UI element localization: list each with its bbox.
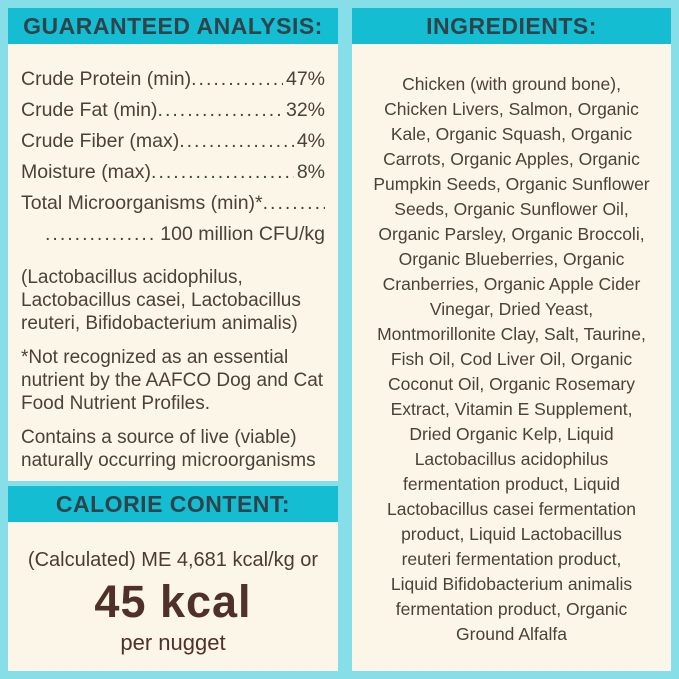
dot-leader: ........................................… [151, 161, 294, 183]
calorie-calculated-line: (Calculated) ME 4,681 kcal/kg or [27, 549, 319, 571]
ingredients-header: INGREDIENTS: [352, 8, 671, 44]
ingredients-line: Coconut Oil, Organic Rosemary [387, 374, 636, 394]
ingredients-line: Chicken Livers, Salmon, Organic [384, 99, 639, 119]
guaranteed-analysis-header: GUARANTEED ANALYSIS: [8, 8, 338, 44]
calorie-content-panel: CALORIE CONTENT: (Calculated) ME 4,681 k… [8, 486, 338, 671]
ingredients-line: Cranberries, Organic Apple Cider [382, 274, 641, 294]
ingredients-line: Lactobacillus casei fermentation [386, 499, 637, 519]
calorie-content-header: CALORIE CONTENT: [8, 486, 338, 522]
ingredients-line: Organic Parsley, Organic Broccoli, [378, 224, 645, 244]
analysis-label: Crude Protein (min) [21, 68, 192, 90]
ingredients-panel: INGREDIENTS: Chicken (with ground bone),… [352, 8, 671, 671]
analysis-row-microorganisms: Total Microorganisms (min)* ............… [21, 188, 325, 219]
analysis-row-crude-fiber: Crude Fiber (max) ......................… [21, 126, 325, 157]
dot-leader: ........................................… [262, 192, 325, 214]
ingredients-line: Lactobacillus acidophilus [414, 449, 609, 469]
analysis-value: 4% [296, 130, 325, 152]
analysis-label: Crude Fiber (max) [21, 130, 180, 152]
ingredients-line: Montmorillonite Clay, Salt, Taurine, [377, 324, 646, 344]
ingredients-line: Dried Organic Kelp, Liquid [409, 424, 614, 444]
right-column: INGREDIENTS: Chicken (with ground bone),… [352, 8, 671, 671]
dot-leader: ........................................… [45, 223, 158, 245]
ingredients-line: Pumpkin Seeds, Organic Sunflower [373, 174, 650, 194]
ingredients-line: Liquid Bifidobacterium animalis [390, 574, 633, 594]
dot-leader: ........................................… [157, 99, 283, 121]
ingredients-line: fermentation product, Liquid [403, 474, 620, 494]
probiotic-species-note: (Lactobacillus acidophilus, Lactobacillu… [21, 267, 301, 334]
calorie-big-value: 45 kcal [94, 576, 252, 627]
ingredients-line: Fish Oil, Cod Liver Oil, Organic [390, 349, 633, 369]
ingredients-line: Kale, Organic Squash, Organic [390, 124, 633, 144]
analysis-row-crude-fat: Crude Fat (min) ........................… [21, 95, 325, 126]
analysis-row-microorganisms-value: ........................................… [21, 219, 325, 250]
left-column: GUARANTEED ANALYSIS: Crude Protein (min)… [8, 8, 338, 671]
ingredients-line: product, Liquid Lactobacillus [401, 524, 622, 544]
calorie-unit-line: per nugget [120, 630, 226, 655]
analysis-label: Crude Fat (min) [21, 99, 158, 121]
analysis-label: Moisture (max) [21, 161, 152, 183]
ingredients-line: Carrots, Organic Apples, Organic [383, 149, 640, 169]
ingredients-line: Organic Blueberries, Organic [398, 249, 625, 269]
dot-leader: ........................................… [191, 68, 283, 90]
guaranteed-analysis-panel: GUARANTEED ANALYSIS: Crude Protein (min)… [8, 8, 338, 481]
ingredients-line: Vinegar, Dried Yeast, [429, 299, 594, 319]
analysis-label: Total Microorganisms (min)* [21, 192, 263, 214]
guaranteed-analysis-body: Crude Protein (min) ....................… [8, 44, 338, 481]
aafco-footnote: *Not recognized as an essential nutrient… [21, 347, 324, 414]
ingredients-line: Ground Alfalfa [456, 624, 567, 644]
analysis-value: 8% [296, 161, 325, 183]
analysis-row-moisture: Moisture (max) .........................… [21, 157, 325, 188]
live-microorganisms-note: Contains a source of live (viable) natur… [21, 427, 316, 471]
ingredients-body: Chicken (with ground bone), Chicken Live… [352, 44, 671, 671]
ingredients-line: reuteri fermentation product, [401, 549, 622, 569]
analysis-row-crude-protein: Crude Protein (min) ....................… [21, 64, 325, 95]
dot-leader: ........................................… [179, 130, 294, 152]
analysis-value: 32% [285, 99, 325, 121]
calorie-content-body: (Calculated) ME 4,681 kcal/kg or 45 kcal… [8, 522, 338, 671]
analysis-value: 100 million CFU/kg [160, 223, 325, 245]
ingredients-line: fermentation product, Organic [395, 599, 628, 619]
ingredients-line: Seeds, Organic Sunflower Oil, [394, 199, 629, 219]
ingredients-line: Extract, Vitamin E Supplement, [390, 399, 633, 419]
analysis-value: 47% [285, 68, 325, 90]
ingredients-line: Chicken (with ground bone), [402, 74, 621, 94]
